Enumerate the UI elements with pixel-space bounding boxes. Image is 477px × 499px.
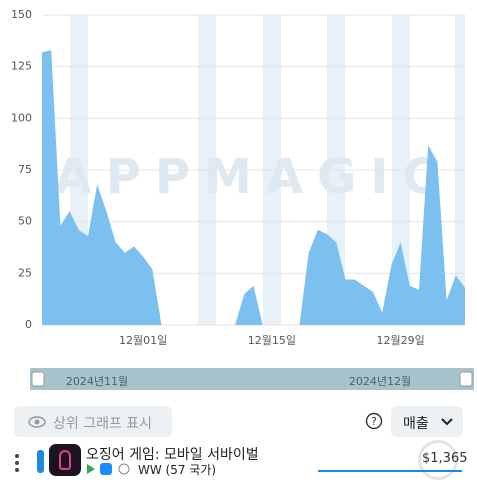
y-tick-label: 150 (11, 8, 32, 21)
x-tick-label: 12월01일 (119, 333, 167, 347)
x-tick-label: 12월15일 (248, 333, 296, 347)
range-label: 2024년11월 (66, 375, 128, 388)
decoration-circle (418, 440, 458, 480)
button-label: 상위 그래프 표시 (53, 416, 153, 432)
svg-text:?: ? (371, 415, 377, 428)
eye-icon (28, 416, 46, 428)
area (42, 50, 465, 325)
range-handle[interactable] (31, 371, 45, 387)
y-tick-label: 75 (18, 163, 32, 176)
drag-handle[interactable] (14, 453, 20, 473)
watermark: APPMAGIC (55, 149, 452, 205)
y-tick-label: 25 (18, 266, 32, 279)
range-label: 2024년12월 (349, 375, 411, 388)
app-name[interactable]: 오징어 게임: 모바일 서바이벌 (86, 447, 259, 463)
app-region: WW (57 국가) (138, 463, 217, 477)
app-value: $1,365 (422, 451, 468, 466)
y-tick-label: 50 (18, 215, 32, 228)
app-icon (49, 444, 81, 476)
range-slider[interactable] (30, 368, 474, 390)
chevron (441, 418, 453, 426)
metric-label: 매출 (403, 416, 429, 432)
range-handle[interactable] (459, 371, 473, 387)
help-icon[interactable]: ? (365, 412, 383, 430)
series-color (37, 450, 44, 473)
y-tick-label: 0 (25, 318, 32, 331)
y-tick-label: 100 (11, 111, 32, 124)
x-tick-label: 12월29일 (377, 333, 425, 347)
chart: APPMAGIC 2024년11월 2024년12월 0 25 50 75 100 125… (11, 8, 474, 390)
metric-dropdown[interactable]: 매출 (391, 406, 463, 437)
store-icons (87, 463, 130, 475)
show-top-graph-button[interactable]: 상위 그래프 표시 (14, 406, 172, 437)
y-tick-label: 125 (11, 60, 32, 73)
value-bar (318, 470, 462, 472)
